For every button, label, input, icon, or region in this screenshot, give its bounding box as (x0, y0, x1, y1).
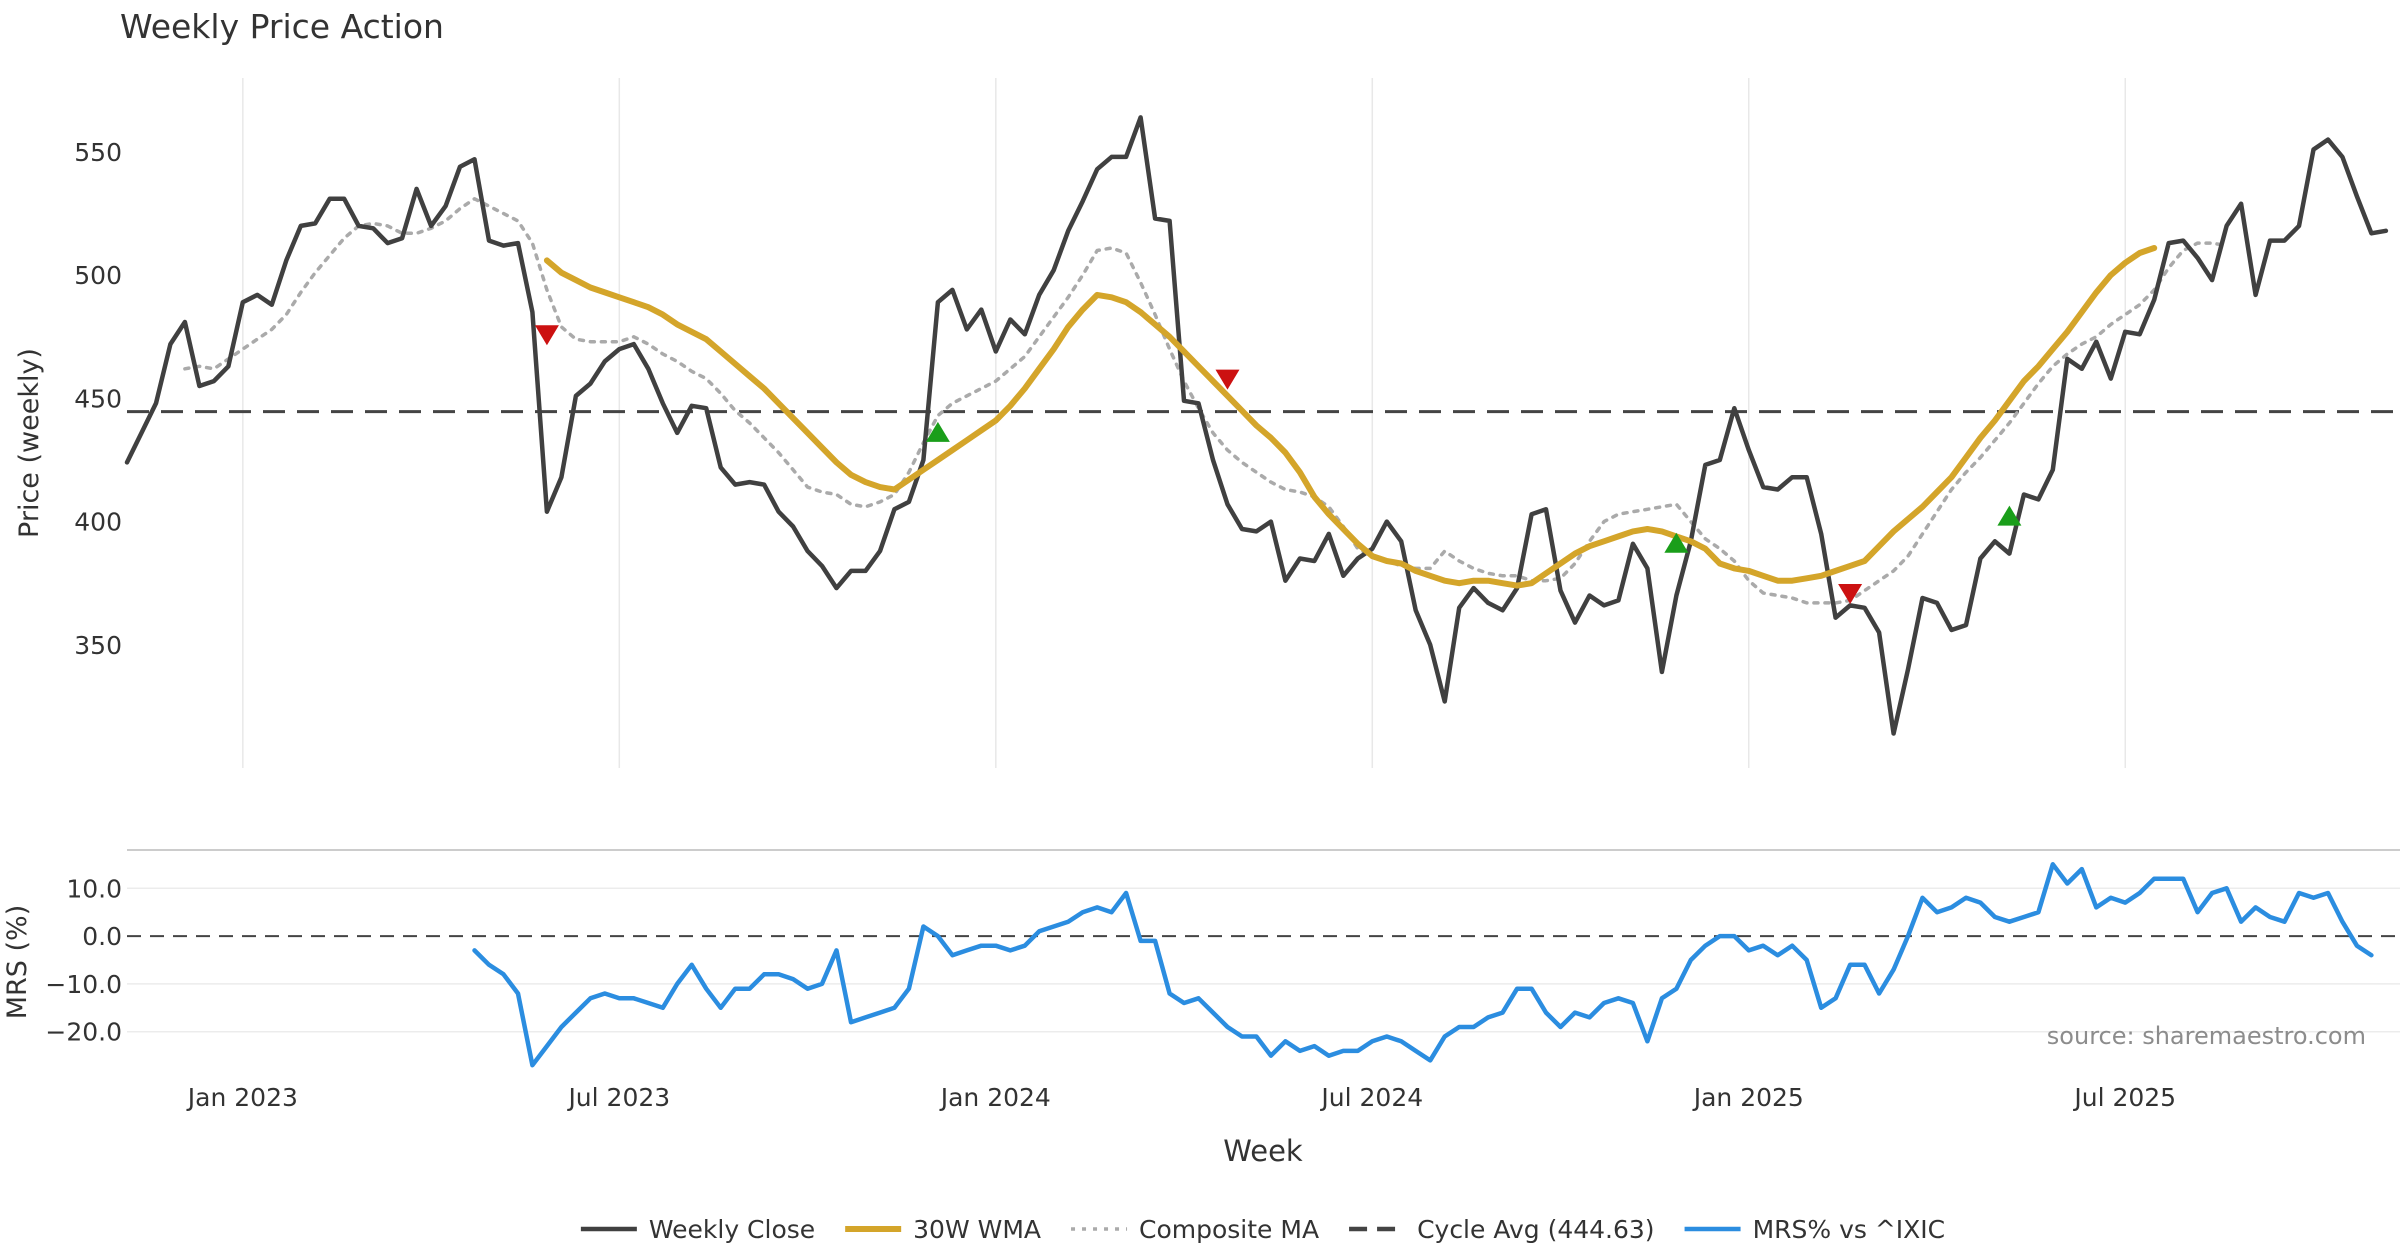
price-series-group (124, 115, 2400, 736)
mrs-series-group (472, 862, 2374, 1068)
x-tick-label: Jul 2023 (566, 1083, 670, 1112)
mrs-y-axis: 10.0 0.0 −10.0 −20.0 (45, 874, 122, 1046)
price-y-tick-label: 400 (74, 508, 122, 537)
mrs-gridlines (127, 849, 2400, 1033)
mrs-y-tick-label: 10.0 (66, 874, 122, 903)
legend-label-mrs: MRS% vs ^IXIC (1753, 1215, 1946, 1244)
x-tick-label: Jul 2025 (2072, 1083, 2176, 1112)
price-y-axis-label: Price (weekly) (14, 348, 45, 538)
mrs-y-tick-label: −20.0 (45, 1018, 122, 1047)
sell-signal-marker (1838, 584, 1863, 605)
x-axis: Jan 2023 Jul 2023 Jan 2024 Jul 2024 Jan 2025… (186, 1083, 2176, 1112)
x-axis-label: Week (1223, 1134, 1303, 1168)
mrs-y-tick-label: 0.0 (82, 922, 122, 951)
buy-signal-marker (925, 421, 950, 442)
price-y-axis: 350 400 450 500 550 (74, 138, 122, 660)
composite-ma-line (183, 197, 2229, 605)
wma-30w-line (543, 245, 2158, 589)
x-tick-label: Jan 2024 (939, 1083, 1051, 1112)
x-tick-label: Jan 2023 (186, 1083, 298, 1112)
mrs-y-tick-label: −10.0 (45, 970, 122, 999)
buy-signal-marker (1997, 505, 2022, 526)
chart-title: Weekly Price Action (120, 7, 444, 46)
signal-markers (534, 325, 2022, 605)
sell-signal-marker (1215, 369, 1240, 390)
source-attribution: source: sharemaestro.com (2047, 1022, 2366, 1050)
mrs-y-axis-label: MRS (%) (2, 905, 33, 1020)
x-tick-label: Jul 2024 (1319, 1083, 1423, 1112)
sell-signal-marker (534, 325, 559, 346)
legend-label-wma: 30W WMA (913, 1215, 1041, 1244)
price-y-tick-label: 550 (74, 138, 122, 167)
price-y-tick-label: 350 (74, 631, 122, 660)
legend-label-close: Weekly Close (649, 1215, 815, 1244)
x-tick-label: Jan 2025 (1692, 1083, 1804, 1112)
price-y-tick-label: 500 (74, 261, 122, 290)
legend: Weekly Close 30W WMA Composite MA Cycle Avg… (580, 1215, 1946, 1244)
mrs-line (472, 862, 2374, 1068)
weekly-close-line (124, 115, 2389, 736)
legend-label-cycle: Cycle Avg (444.63) (1417, 1215, 1655, 1244)
buy-signal-marker (1664, 532, 1689, 553)
legend-label-composite: Composite MA (1139, 1215, 1319, 1244)
price-y-tick-label: 450 (74, 384, 122, 413)
